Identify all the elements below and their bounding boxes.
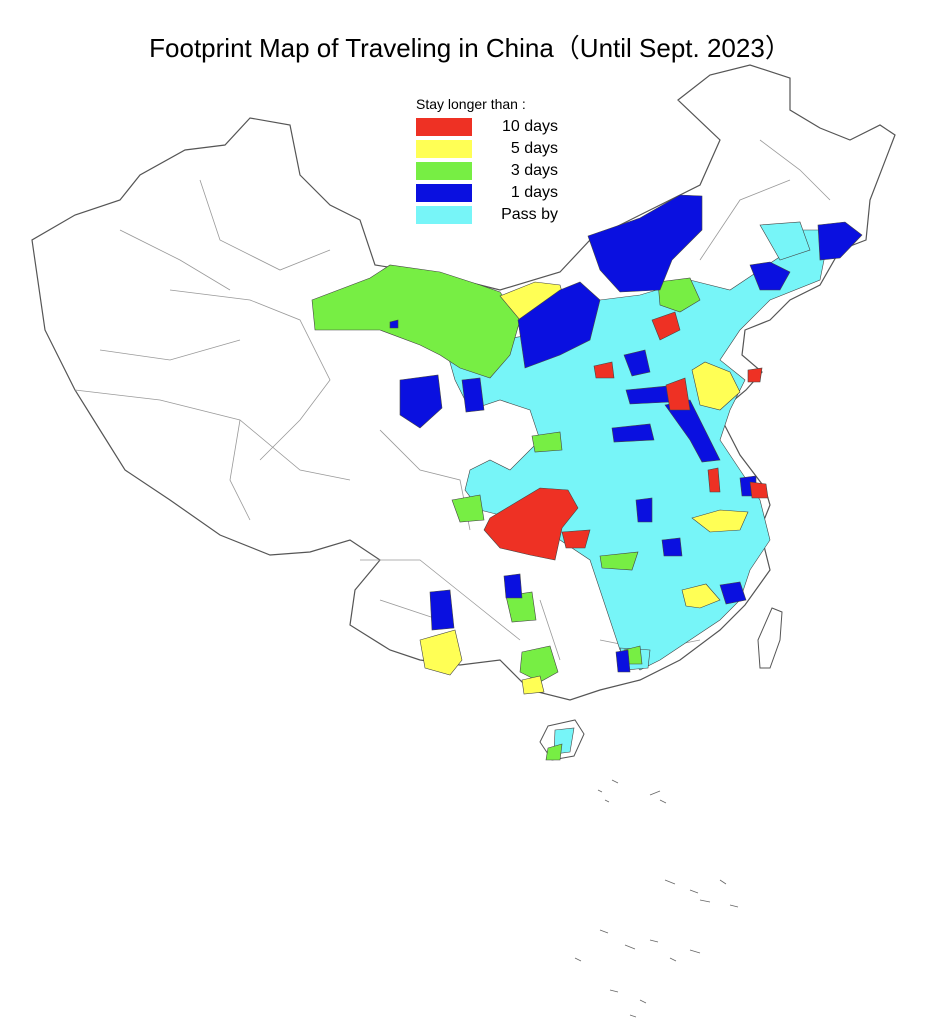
region-3-days [311, 264, 701, 761]
region-10-days [483, 311, 769, 561]
legend-item-pass-by: Pass by [412, 204, 572, 226]
legend-item-3-days: 3 days [412, 160, 572, 182]
legend-heading: Stay longer than : [416, 96, 526, 112]
legend-item-5-days: 5 days [412, 138, 572, 160]
legend-swatch [416, 206, 472, 224]
legend-swatch [416, 118, 472, 136]
legend-label: 3 days [510, 162, 558, 179]
south-china-sea-islands [574, 779, 739, 1018]
legend-label: Pass by [501, 206, 558, 223]
legend-label: 10 days [501, 118, 558, 135]
legend-swatch [416, 140, 472, 158]
legend: Stay longer than : 10 days 5 days 3 days… [412, 96, 572, 226]
legend-swatch [416, 184, 472, 202]
legend-swatch [416, 162, 472, 180]
map-title: Footprint Map of Traveling in China（Unti… [149, 33, 791, 63]
legend-item-1-days: 1 days [412, 182, 572, 204]
legend-label: 5 days [510, 140, 558, 157]
legend-item-10-days: 10 days [412, 116, 572, 138]
taiwan-outline [757, 607, 783, 669]
region-1-days [389, 194, 863, 673]
legend-label: 1 days [510, 184, 558, 201]
